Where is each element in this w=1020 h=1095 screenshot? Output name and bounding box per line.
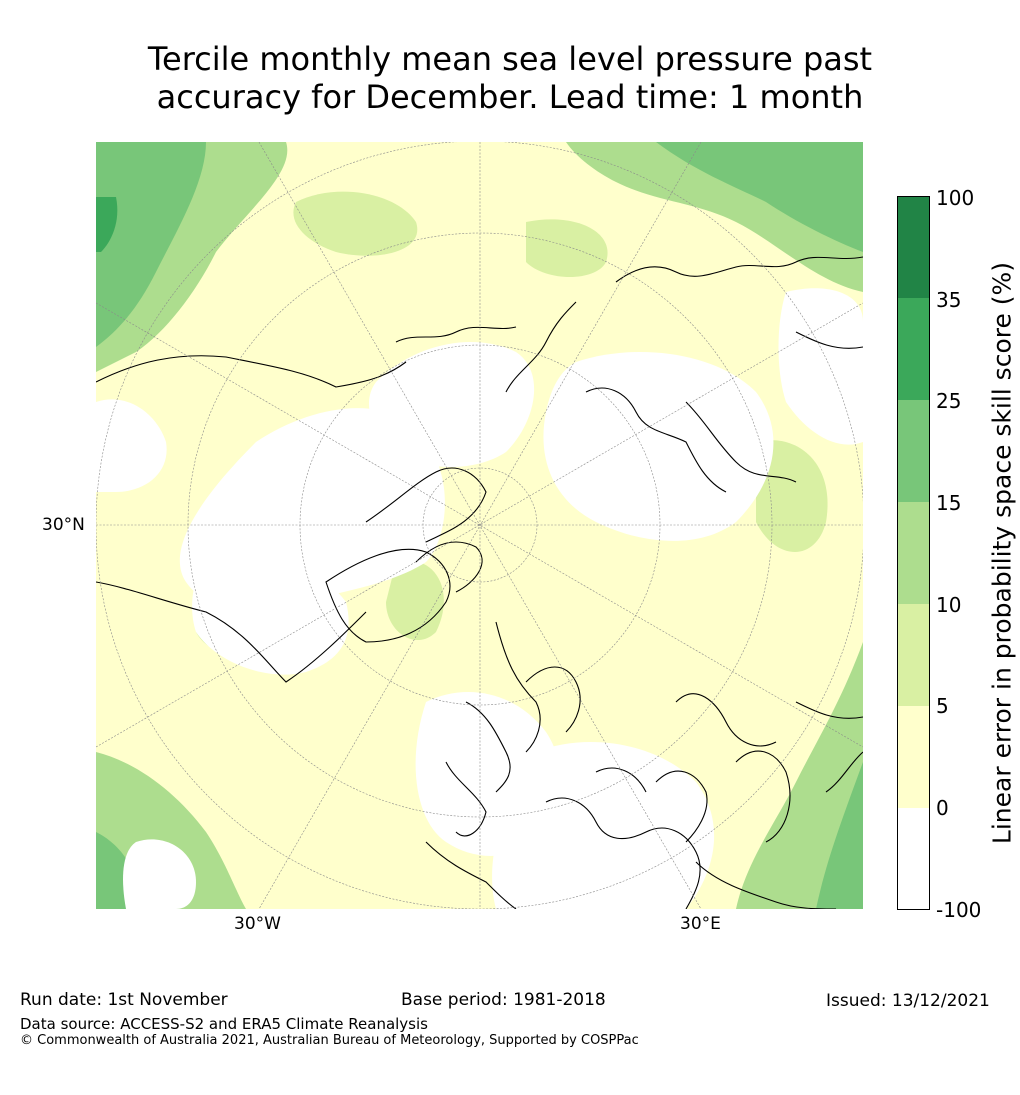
colorbar-segment-35-100 — [897, 196, 930, 298]
no-skill-region-canada — [192, 549, 349, 675]
no-skill-region-asia — [543, 352, 774, 541]
colorbar-tick: 100 — [936, 186, 975, 210]
colorbar-segment-25-35 — [897, 298, 930, 400]
skill-region-10-15-southeast — [736, 642, 863, 909]
skill-region-15-25-northeast — [656, 142, 863, 252]
chart-title-line-1: Tercile monthly mean sea level pressure … — [147, 40, 873, 78]
skill-region-25-35-northwest — [96, 197, 118, 252]
no-skill-region-europe — [492, 742, 715, 909]
skill-region-5-10-patch — [386, 560, 444, 641]
base-period: Base period: 1981-2018 — [401, 990, 606, 1010]
run-date: Run date: 1st November — [20, 990, 228, 1010]
polar-stereographic-map — [96, 142, 863, 909]
colorbar-segment-10-15 — [897, 502, 930, 604]
colorbar-segment-15-25 — [897, 400, 930, 502]
skill-region-5-10-patch — [526, 219, 608, 277]
colorbar-tick: 0 — [936, 796, 949, 820]
colorbar-tick: 5 — [936, 694, 949, 718]
chart-title-line-2: accuracy for December. Lead time: 1 mont… — [156, 78, 864, 116]
colorbar-tick: 15 — [936, 491, 962, 515]
no-skill-region-east-asia — [778, 288, 863, 445]
latitude-label-30n: 30°N — [42, 515, 85, 535]
colorbar-segment-0-5 — [897, 706, 930, 808]
no-skill-region-west — [96, 399, 167, 492]
data-source: Data source: ACCESS-S2 and ERA5 Climate … — [20, 1015, 428, 1033]
colorbar-tick: -100 — [936, 898, 982, 922]
skill-region-5-10-patch — [756, 440, 828, 552]
copyright: © Commonwealth of Australia 2021, Austra… — [20, 1033, 639, 1048]
issued-date: Issued: 13/12/2021 — [826, 991, 990, 1011]
colorbar-tick: 25 — [936, 389, 962, 413]
colorbar-label: Linear error in probability space skill … — [987, 261, 1017, 845]
skill-region-15-25-northwest — [96, 142, 206, 347]
longitude-label-30e: 30°E — [680, 914, 721, 934]
colorbar-tick: 10 — [936, 593, 962, 617]
skill-region-5-10-patch — [293, 191, 418, 256]
colorbar — [897, 196, 930, 910]
coastlines — [96, 256, 863, 909]
longitude-label-30w: 30°W — [234, 914, 281, 934]
colorbar-tick: 35 — [936, 288, 962, 312]
no-skill-region-pacific — [123, 839, 196, 909]
chart-title: Tercile monthly mean sea level pressure … — [0, 40, 1020, 116]
colorbar-segment-neg100-0 — [897, 808, 930, 910]
skill-region-15-25-southeast — [816, 762, 863, 909]
graticule — [96, 142, 863, 909]
colorbar-segment-5-10 — [897, 604, 930, 706]
no-skill-region-arctic — [368, 342, 535, 467]
